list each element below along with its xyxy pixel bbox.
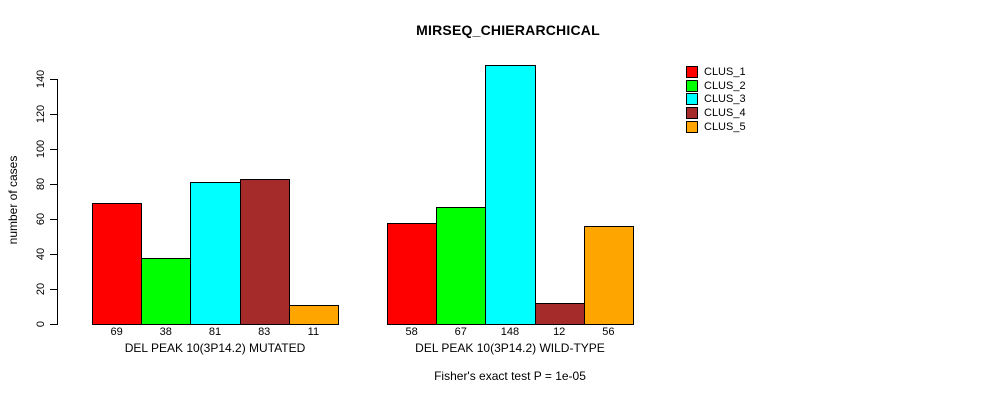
y-tick-label: 100	[35, 139, 47, 159]
legend-item: CLUS_1	[686, 66, 746, 78]
legend-swatch	[686, 79, 698, 92]
legend: CLUS_1 CLUS_2 CLUS_3 CLUS_4 CLUS_5	[686, 66, 806, 136]
y-tick	[50, 114, 57, 115]
bar	[190, 182, 241, 325]
y-tick	[50, 324, 57, 325]
bar	[485, 65, 536, 325]
y-tick	[50, 149, 57, 150]
bar	[387, 222, 438, 325]
y-tick-label: 0	[35, 320, 47, 328]
bar	[92, 203, 143, 325]
bar-value-label: 67	[454, 326, 467, 338]
y-tick	[50, 219, 57, 220]
legend-swatch	[686, 120, 698, 133]
legend-swatch	[686, 66, 698, 78]
bar-value-label: 11	[307, 326, 320, 338]
y-tick	[50, 254, 57, 255]
y-tick-label: 40	[35, 247, 47, 261]
bar	[239, 178, 290, 325]
legend-item: CLUS_3	[686, 93, 746, 106]
legend-label: CLUS_4	[704, 107, 746, 120]
y-tick-label: 120	[35, 104, 47, 124]
group-label: DEL PEAK 10(3P14.2) MUTATED	[124, 341, 306, 355]
bar	[534, 303, 585, 325]
bar-value-label: 81	[208, 326, 222, 338]
bar-value-label: 12	[553, 326, 566, 338]
bar	[583, 226, 634, 325]
legend-item: CLUS_4	[686, 107, 746, 120]
chart-subtitle: Fisher's exact test P = 1e-05	[434, 369, 586, 383]
bar-value-label: 56	[602, 326, 615, 338]
legend-label: CLUS_3	[704, 93, 746, 106]
y-tick-label: 80	[35, 177, 47, 191]
chart-title: MIRSEQ_CHIERARCHICAL	[416, 22, 600, 38]
y-tick	[50, 184, 57, 185]
legend-item: CLUS_5	[686, 120, 746, 133]
bar-value-label: 148	[500, 326, 520, 338]
y-tick	[50, 289, 57, 290]
y-tick-label: 20	[35, 282, 47, 296]
y-tick	[50, 79, 57, 80]
bar-value-label: 83	[258, 326, 271, 338]
bar	[436, 206, 487, 325]
bar-value-label: 38	[159, 326, 172, 338]
bar-value-label: 69	[110, 326, 123, 338]
bar-value-label: 58	[405, 326, 418, 338]
legend-swatch	[686, 107, 698, 120]
legend-swatch	[686, 93, 698, 106]
y-axis-line	[57, 79, 58, 325]
legend-label: CLUS_1	[704, 66, 746, 78]
y-tick-label: 60	[35, 212, 47, 226]
group-label: DEL PEAK 10(3P14.2) WILD-TYPE	[415, 341, 605, 355]
legend-label: CLUS_2	[704, 79, 746, 92]
legend-item: CLUS_2	[686, 79, 746, 92]
bar	[141, 257, 192, 325]
legend-label: CLUS_5	[704, 120, 746, 133]
bar	[288, 304, 339, 325]
y-tick-label: 140	[35, 69, 47, 89]
